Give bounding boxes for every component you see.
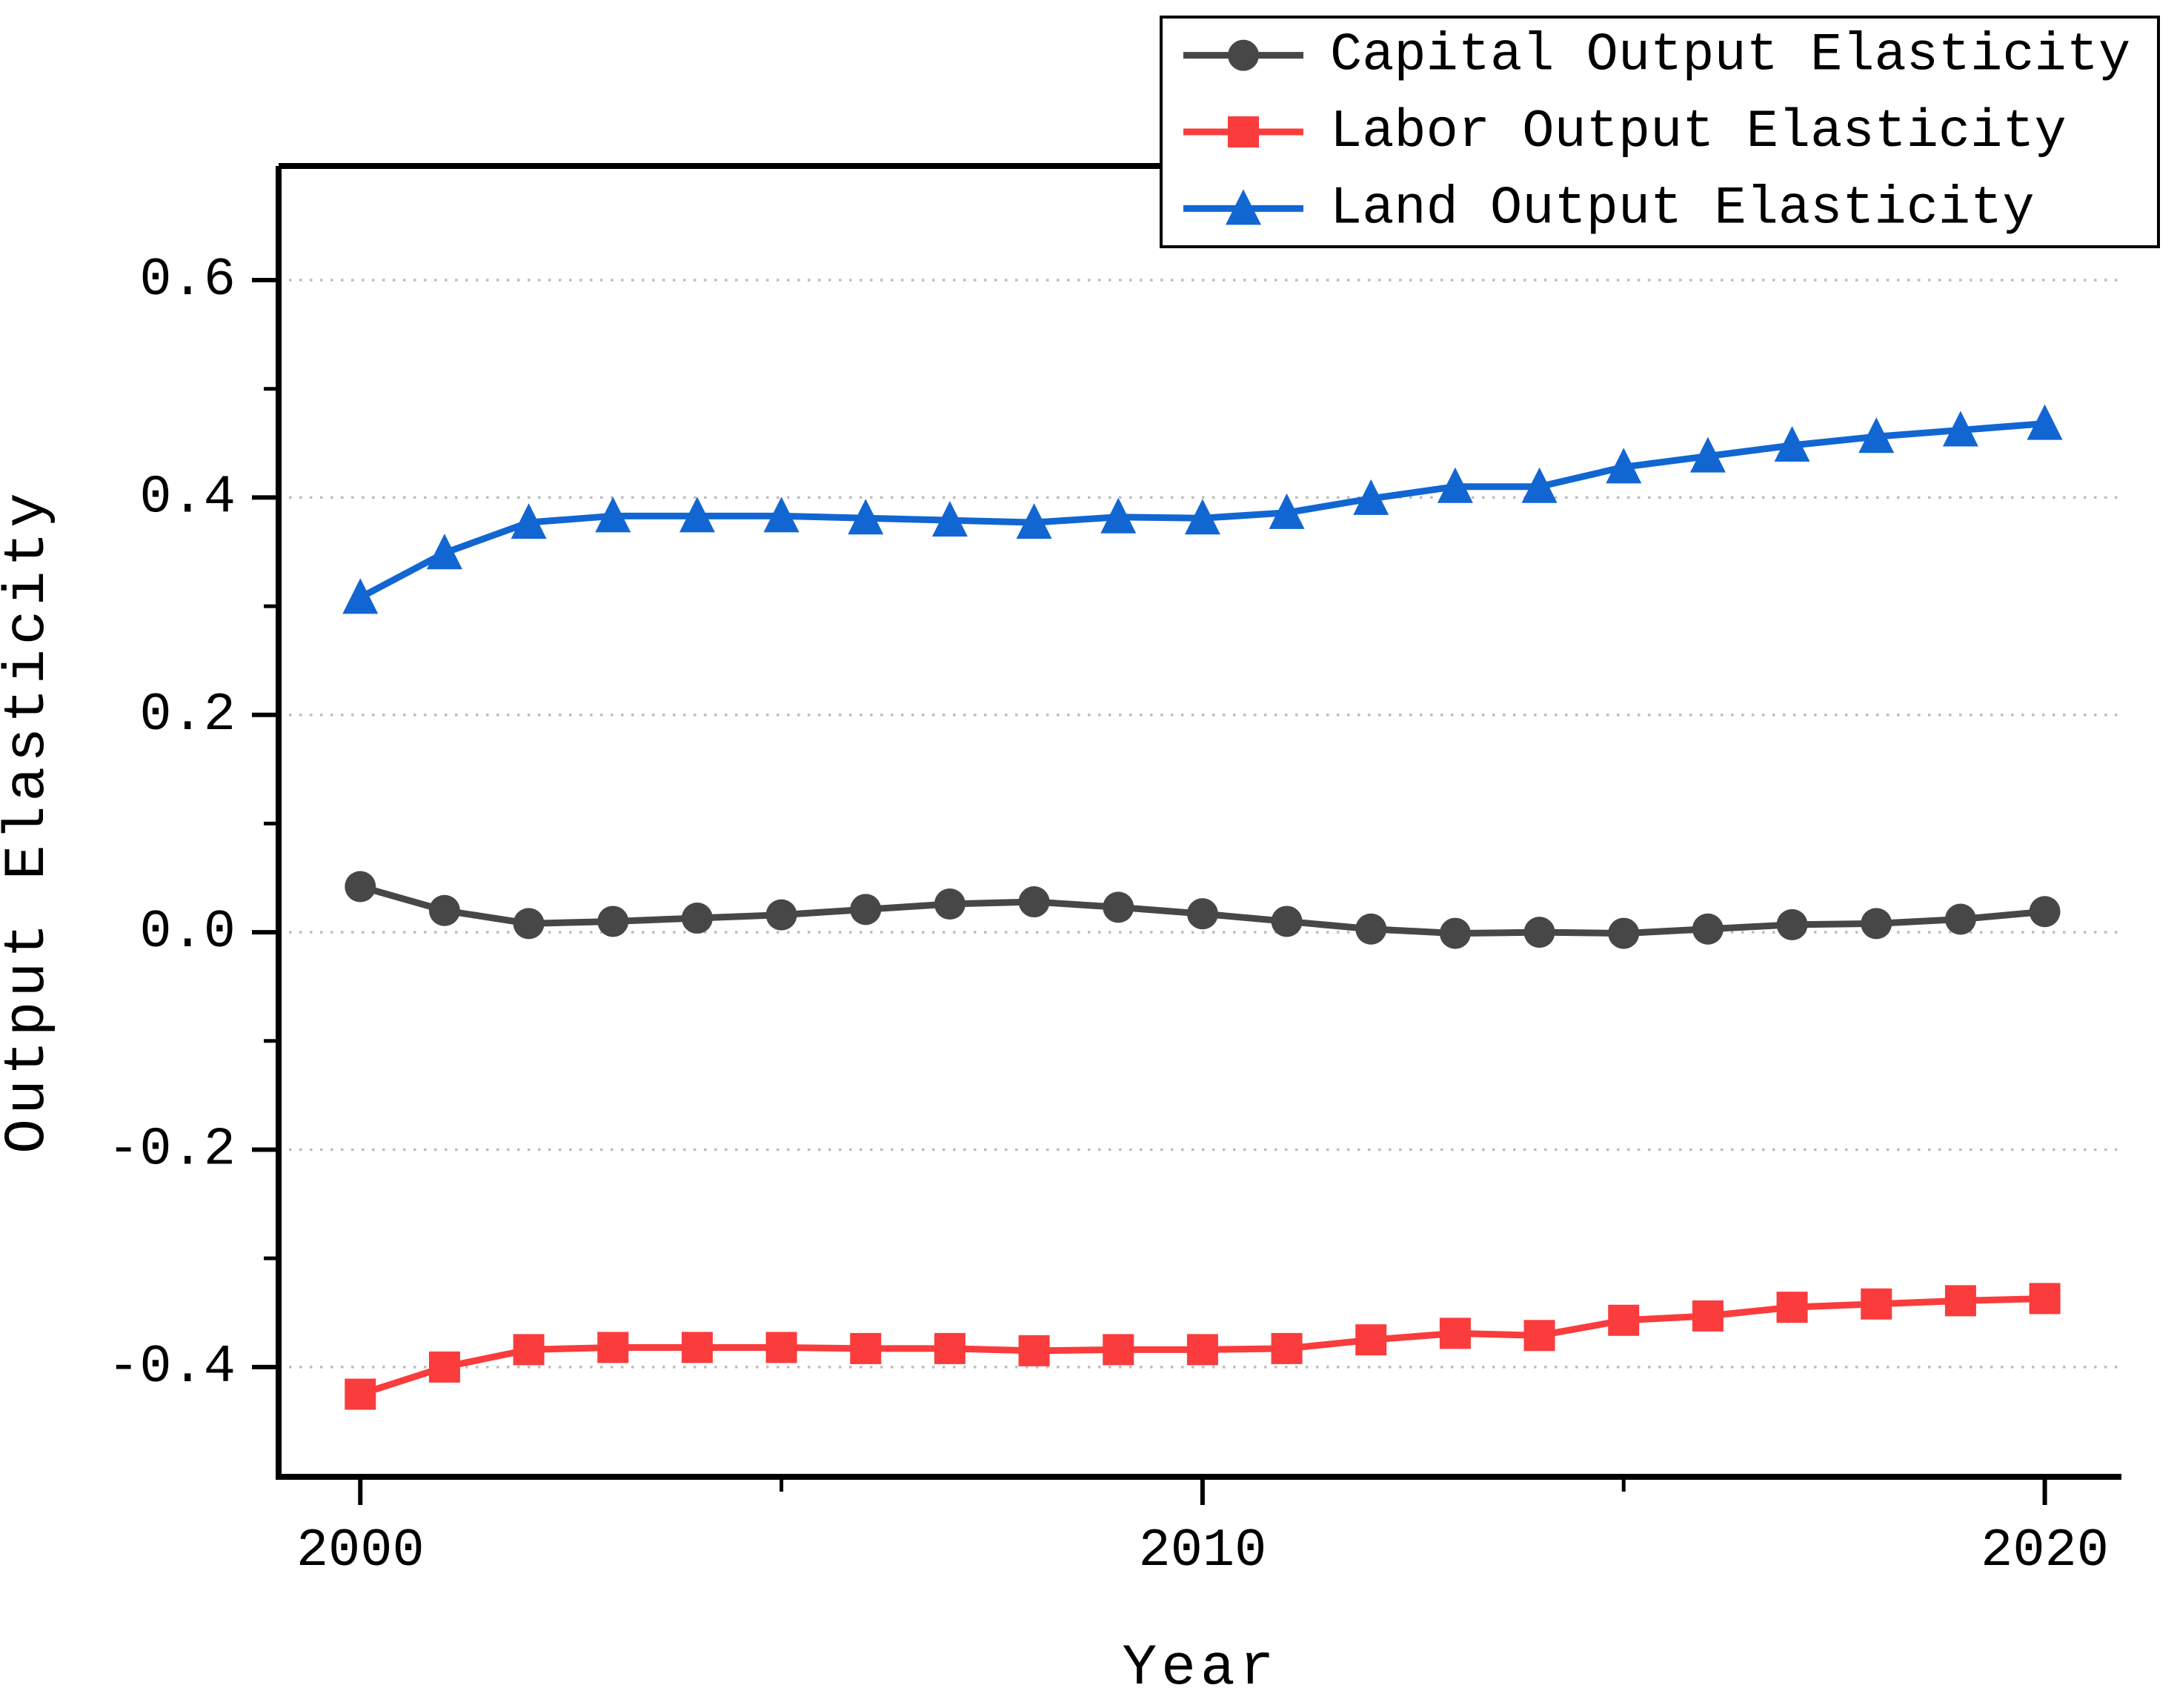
data-point-square	[1018, 1335, 1050, 1366]
data-point-circle	[934, 888, 965, 920]
gridlines	[279, 279, 2121, 1369]
series-labor-output-elasticity	[345, 1283, 2061, 1410]
data-point-square	[1861, 1288, 1892, 1320]
data-point-square	[1271, 1332, 1303, 1364]
series-capital-output-elasticity	[345, 871, 2061, 949]
legend-item-land-output-elasticity: Land Output Elasticity	[1183, 178, 2035, 239]
data-point-circle	[1523, 917, 1555, 948]
data-point-triangle	[679, 496, 715, 533]
data-point-circle	[1608, 917, 1640, 949]
data-point-triangle	[848, 499, 884, 535]
data-point-triangle	[1689, 436, 1726, 473]
legend-item-capital-output-elasticity: Capital Output Elasticity	[1183, 25, 2130, 86]
data-point-circle	[1692, 913, 1724, 945]
data-point-circle	[1944, 903, 1976, 935]
data-point-square	[1944, 1285, 1976, 1317]
data-point-triangle	[1521, 467, 1558, 503]
data-point-triangle	[511, 503, 547, 539]
data-point-circle	[1776, 908, 1808, 940]
data-point-square	[2029, 1283, 2061, 1315]
data-point-square	[934, 1332, 965, 1364]
data-point-circle	[1355, 913, 1387, 945]
y-tick-label: -0.4	[107, 1337, 236, 1398]
data-point-triangle	[1774, 425, 1810, 462]
legend-label: Labor Output Elasticity	[1330, 102, 2067, 162]
data-point-square	[1186, 1334, 1218, 1366]
legend-label: Land Output Elasticity	[1330, 178, 2035, 239]
data-point-triangle	[1606, 448, 1642, 484]
data-point-square	[428, 1351, 460, 1383]
axis-tick-labels: 0.6 0.4 0.2 0.0 -0.2 -0.4 2000 2010 2020	[107, 250, 2109, 1581]
data-point-square	[681, 1332, 713, 1363]
data-point-triangle	[1353, 479, 1389, 515]
data-point-triangle	[595, 496, 631, 533]
x-tick-label: 2020	[1981, 1521, 2109, 1581]
data-point-triangle	[763, 496, 800, 533]
data-point-square	[1608, 1304, 1640, 1336]
data-point-circle	[597, 905, 629, 937]
data-point-square	[345, 1378, 376, 1410]
data-point-square	[1692, 1300, 1724, 1332]
data-point-triangle	[1184, 499, 1220, 535]
data-point-triangle	[1942, 411, 1978, 447]
y-tick-label: 0.6	[139, 250, 236, 310]
data-series	[342, 404, 2063, 1410]
data-point-circle	[1186, 898, 1218, 930]
data-point-square	[1103, 1334, 1134, 1366]
legend-box	[1160, 16, 2160, 248]
data-point-square	[1776, 1292, 1808, 1323]
data-point-square	[1439, 1317, 1471, 1349]
data-point-circle	[428, 894, 460, 926]
data-point-circle	[513, 908, 545, 940]
data-point-circle	[1861, 908, 1892, 940]
data-point-circle	[765, 899, 797, 931]
data-point-triangle	[931, 501, 968, 537]
legend-item-labor-output-elasticity: Labor Output Elasticity	[1183, 102, 2067, 162]
data-point-circle	[2029, 896, 2061, 928]
axis-ticks	[252, 278, 2047, 1505]
legend: Capital Output Elasticity Labor Output El…	[1160, 16, 2160, 248]
data-point-circle	[850, 894, 882, 926]
data-point-circle	[1271, 905, 1303, 937]
legend-marker-triangle	[1226, 189, 1261, 225]
x-tick-label: 2010	[1138, 1521, 1266, 1581]
y-tick-label: 0.4	[139, 467, 236, 528]
data-point-square	[850, 1332, 882, 1364]
data-point-circle	[1439, 917, 1471, 949]
data-point-circle	[681, 903, 713, 934]
data-point-square	[597, 1332, 629, 1363]
data-point-triangle	[342, 578, 379, 614]
data-point-triangle	[426, 534, 462, 570]
legend-label: Capital Output Elasticity	[1330, 25, 2130, 86]
y-tick-label: 0.0	[139, 902, 236, 963]
data-point-triangle	[1269, 493, 1305, 529]
legend-marker-square	[1228, 116, 1259, 147]
x-tick-label: 2000	[296, 1521, 425, 1581]
x-axis-label: Year	[1122, 1636, 1278, 1701]
data-point-square	[1523, 1320, 1555, 1352]
series-land-output-elasticity	[342, 404, 2063, 614]
data-point-triangle	[1437, 467, 1473, 503]
data-point-circle	[1103, 891, 1134, 923]
data-point-circle	[345, 871, 376, 903]
data-point-triangle	[1100, 497, 1137, 534]
data-point-triangle	[1858, 417, 1895, 453]
legend-marker-circle	[1228, 39, 1259, 71]
data-point-square	[765, 1332, 797, 1363]
data-point-triangle	[1016, 503, 1052, 539]
data-point-square	[1355, 1324, 1387, 1356]
y-tick-label: -0.2	[107, 1119, 236, 1180]
data-point-square	[513, 1334, 545, 1366]
data-point-circle	[1018, 886, 1050, 918]
axes-spines	[276, 163, 2121, 1480]
y-tick-label: 0.2	[139, 685, 236, 745]
data-point-triangle	[2027, 404, 2063, 440]
y-axis-label: Output Elasticity	[0, 488, 61, 1154]
